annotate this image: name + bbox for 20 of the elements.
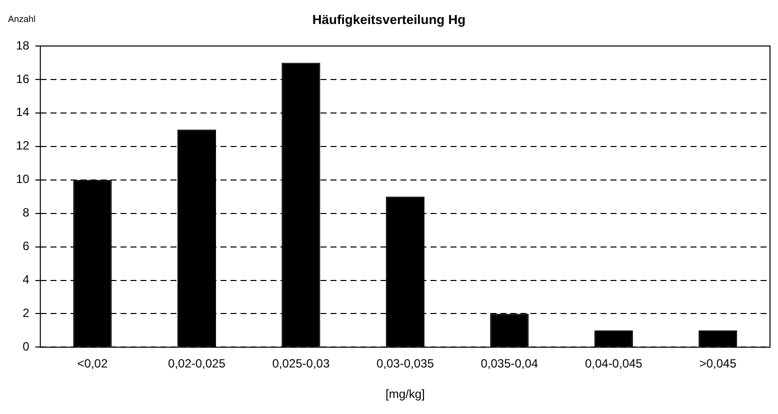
y-tick-label: 10 [16, 172, 30, 186]
y-tick-label: 6 [22, 239, 30, 254]
y-tick-label: 2 [22, 306, 30, 320]
x-tick-label: <0,02 [77, 356, 108, 371]
y-axis-title: Anzahl [8, 14, 36, 24]
x-tick-label: 0,03-0,035 [376, 356, 434, 371]
x-tick-label: 0,025-0,03 [272, 356, 330, 371]
chart-title: Häufigkeitsverteilung Hg [312, 12, 466, 27]
x-axis-title: [mg/kg] [385, 387, 425, 402]
y-tick-label: 0 [22, 340, 30, 354]
x-tick-label: 0,035-0,04 [480, 356, 538, 371]
y-tick-label: 4 [22, 272, 30, 287]
y-tick-label: 8 [22, 206, 30, 220]
x-tick-label: 0,04-0,045 [584, 356, 643, 371]
y-tick-label: 14 [16, 105, 30, 120]
x-tick-label: >0,045 [699, 356, 737, 371]
y-tick-label: 18 [16, 38, 30, 52]
y-tick-label: 16 [16, 72, 30, 86]
y-tick-label: 12 [16, 138, 30, 153]
x-tick-label: 0,02-0,025 [168, 356, 226, 371]
